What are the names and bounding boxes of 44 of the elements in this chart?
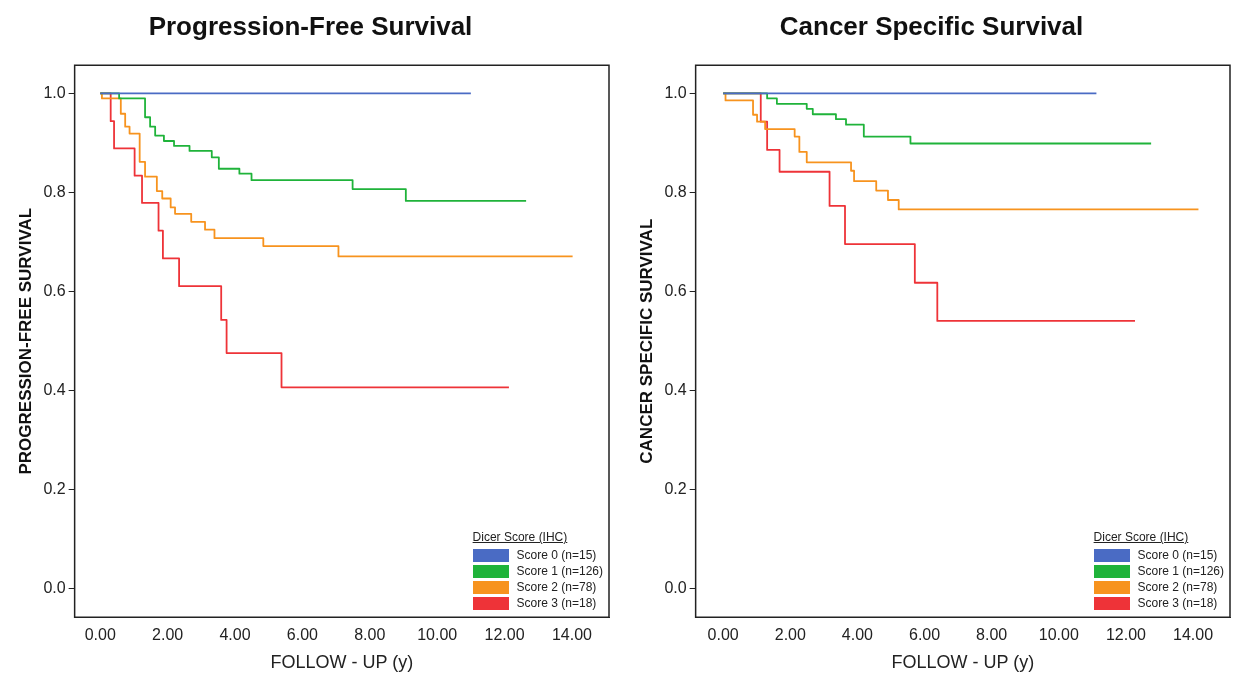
x-tick-label: 12.00: [484, 626, 525, 644]
legend-title: Dicer Score (IHC): [472, 530, 569, 545]
y-tick-label: 0.4: [664, 381, 687, 399]
x-tick-label: 6.00: [908, 626, 941, 644]
legend-label: Score 0 (n=15): [1137, 548, 1218, 563]
x-tick-label: 2.00: [152, 626, 184, 644]
x-axis-title: FOLLOW - UP (y): [891, 652, 1035, 673]
x-tick-label: 8.00: [354, 626, 386, 644]
legend-title: Dicer Score (IHC): [1093, 530, 1190, 545]
x-tick-label: 0.00: [707, 626, 739, 644]
x-tick-label: 2.00: [774, 626, 806, 644]
y-tick-label: 0.0: [43, 579, 66, 597]
y-axis-title: CANCER SPECIFIC SURVIVAL: [636, 218, 656, 464]
legend-label: Score 0 (n=15): [516, 548, 597, 563]
legend-label: Score 3 (n=18): [1137, 596, 1218, 611]
y-tick-label: 1.0: [43, 83, 66, 101]
chart-title: Progression-Free Survival: [148, 10, 473, 41]
y-tick-label: 1.0: [664, 83, 687, 101]
x-tick-label: 8.00: [976, 626, 1008, 644]
chart-title: Cancer Specific Survival: [779, 10, 1084, 41]
y-tick-label: 0.6: [664, 282, 687, 300]
y-axis-title: PROGRESSION-FREE SURVIVAL: [15, 207, 35, 475]
y-tick-label: 0.2: [664, 480, 687, 498]
x-tick-label: 4.00: [219, 626, 251, 644]
x-tick-label: 10.00: [1038, 626, 1079, 644]
x-tick-label: 6.00: [286, 626, 319, 644]
legend-label: Score 1 (n=126): [1137, 564, 1224, 579]
legend-label: Score 1 (n=126): [516, 564, 603, 579]
y-tick-label: 0.6: [43, 282, 66, 300]
y-tick-label: 0.8: [664, 182, 687, 200]
y-tick-label: 0.2: [43, 480, 66, 498]
x-axis-title: FOLLOW - UP (y): [270, 652, 414, 673]
x-tick-label: 4.00: [841, 626, 874, 644]
y-tick-label: 0.0: [664, 579, 687, 597]
x-tick-label: 0.00: [84, 626, 116, 644]
x-tick-label: 14.00: [551, 626, 593, 644]
x-tick-label: 14.00: [1173, 626, 1214, 644]
x-tick-label: 10.00: [417, 626, 458, 644]
y-tick-label: 0.8: [43, 182, 66, 200]
legend-label: Score 3 (n=18): [516, 596, 597, 611]
x-tick-label: 12.00: [1105, 626, 1147, 644]
y-tick-label: 0.4: [43, 381, 66, 399]
legend-label: Score 2 (n=78): [516, 580, 597, 595]
legend-label: Score 2 (n=78): [1137, 580, 1218, 595]
